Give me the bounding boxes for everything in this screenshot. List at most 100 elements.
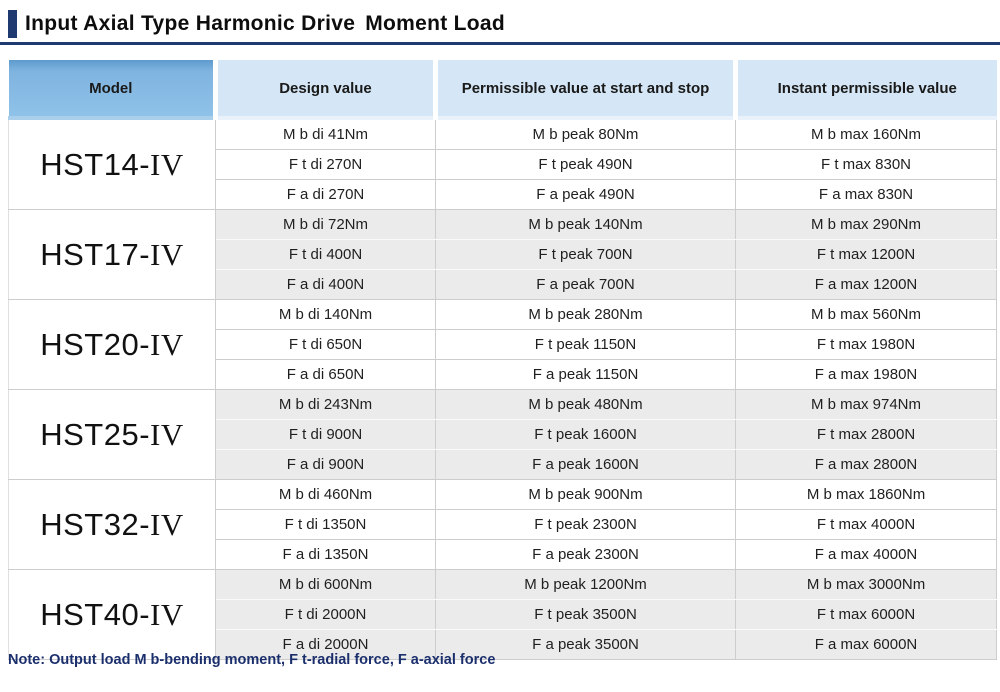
model-prefix: HST32- bbox=[40, 506, 151, 542]
spec-value-cell: F a peak 1600N bbox=[435, 449, 736, 480]
table-row: F t di 900N F t peak 1600N F t max 2800N bbox=[9, 419, 997, 450]
spec-value-cell: F a peak 490N bbox=[435, 179, 736, 210]
table-row: HST32-IV M b di 460Nm M b peak 900Nm M b… bbox=[8, 479, 997, 570]
model-numeral: IV bbox=[150, 236, 184, 272]
page-title: Input Axial Type Harmonic Drive Moment Lo… bbox=[25, 12, 505, 36]
column-header-model: Model bbox=[8, 60, 216, 120]
table-row: F t di 400N F t peak 700N F t max 1200N bbox=[9, 239, 997, 270]
spec-value-cell: F a max 2800N bbox=[735, 449, 997, 480]
spec-value-cell: F t di 400N bbox=[215, 239, 436, 270]
model-prefix: HST14- bbox=[40, 146, 151, 182]
spec-value-cell: M b max 3000Nm bbox=[735, 569, 997, 600]
page-title-part1: Input Axial Type Harmonic Drive bbox=[25, 12, 356, 35]
title-underline: Input Axial Type Harmonic Drive Moment Lo… bbox=[0, 10, 1000, 45]
model-numeral: IV bbox=[150, 326, 184, 362]
spec-value-cell: F a di 270N bbox=[215, 179, 436, 210]
model-numeral: IV bbox=[150, 416, 184, 452]
model-cell-hst14: HST14-IV bbox=[8, 118, 216, 210]
model-numeral: IV bbox=[150, 596, 184, 632]
table-row: HST14-IV M b di 41Nm M b peak 80Nm M b m… bbox=[8, 118, 997, 210]
spec-value-cell: M b di 140Nm bbox=[215, 299, 436, 330]
spec-value-cell: M b max 974Nm bbox=[735, 389, 997, 420]
model-prefix: HST40- bbox=[40, 596, 151, 632]
spec-value-cell: F t max 6000N bbox=[735, 599, 997, 630]
spec-value-cell: M b peak 140Nm bbox=[435, 209, 736, 240]
table-row: F a di 270N F a peak 490N F a max 830N bbox=[9, 179, 997, 210]
spec-value-cell: F a di 650N bbox=[215, 359, 436, 390]
spec-value-cell: F t max 4000N bbox=[735, 509, 997, 540]
table-row: F a di 2000N F a peak 3500N F a max 6000… bbox=[9, 629, 997, 660]
spec-value-cell: F t peak 490N bbox=[435, 149, 736, 180]
model-cell-hst40: HST40-IV bbox=[8, 569, 216, 660]
table-row: F a di 650N F a peak 1150N F a max 1980N bbox=[9, 359, 997, 390]
column-header-permissible-value: Permissible value at start and stop bbox=[433, 60, 736, 120]
spec-value-cell: F a peak 1150N bbox=[435, 359, 736, 390]
model-numeral: IV bbox=[150, 506, 184, 542]
page-title-part2: Moment Load bbox=[365, 12, 506, 35]
header-row: Model Design value Permissible value at … bbox=[8, 60, 997, 120]
table-row: F t di 1350N F t peak 2300N F t max 4000… bbox=[9, 509, 997, 540]
table-row: F a di 900N F a peak 1600N F a max 2800N bbox=[9, 449, 997, 480]
spec-value-cell: F t peak 3500N bbox=[435, 599, 736, 630]
model-cell-hst17: HST17-IV bbox=[8, 209, 216, 300]
spec-value-cell: M b di 460Nm bbox=[215, 479, 436, 510]
spec-value-cell: F a max 4000N bbox=[735, 539, 997, 570]
spec-value-cell: M b max 560Nm bbox=[735, 299, 997, 330]
spec-value-cell: F a di 900N bbox=[215, 449, 436, 480]
column-header-instant-value: Instant permissible value bbox=[733, 60, 997, 120]
page-title-row: Input Axial Type Harmonic Drive Moment Lo… bbox=[8, 10, 1000, 38]
spec-value-cell: F t di 270N bbox=[215, 149, 436, 180]
table-row: F t di 2000N F t peak 3500N F t max 6000… bbox=[9, 599, 997, 630]
spec-value-cell: F t di 2000N bbox=[215, 599, 436, 630]
spec-value-cell: F a di 400N bbox=[215, 269, 436, 300]
spec-value-cell: F t peak 700N bbox=[435, 239, 736, 270]
spec-value-cell: F a max 830N bbox=[735, 179, 997, 210]
spec-table: Model Design value Permissible value at … bbox=[8, 60, 997, 660]
model-cell-hst32: HST32-IV bbox=[8, 479, 216, 570]
spec-value-cell: M b di 72Nm bbox=[215, 209, 436, 240]
spec-value-cell: F t peak 1600N bbox=[435, 419, 736, 450]
spec-value-cell: F a peak 700N bbox=[435, 269, 736, 300]
spec-value-cell: F a max 1200N bbox=[735, 269, 997, 300]
spec-value-cell: F a di 1350N bbox=[215, 539, 436, 570]
spec-value-cell: M b max 1860Nm bbox=[735, 479, 997, 510]
spec-value-cell: M b di 600Nm bbox=[215, 569, 436, 600]
spec-value-cell: M b peak 480Nm bbox=[435, 389, 736, 420]
model-prefix: HST17- bbox=[40, 236, 151, 272]
table-row: F t di 650N F t peak 1150N F t max 1980N bbox=[9, 329, 997, 360]
spec-value-cell: M b peak 280Nm bbox=[435, 299, 736, 330]
spec-value-cell: F a max 1980N bbox=[735, 359, 997, 390]
model-prefix: HST25- bbox=[40, 416, 151, 452]
spec-value-cell: M b peak 80Nm bbox=[435, 118, 736, 150]
table-row: F a di 1350N F a peak 2300N F a max 4000… bbox=[9, 539, 997, 570]
spec-value-cell: M b peak 1200Nm bbox=[435, 569, 736, 600]
table-row: HST40-IV M b di 600Nm M b peak 1200Nm M … bbox=[8, 569, 997, 660]
spec-value-cell: F t max 2800N bbox=[735, 419, 997, 450]
spec-value-cell: F a peak 3500N bbox=[435, 629, 736, 660]
spec-value-cell: F t max 1980N bbox=[735, 329, 997, 360]
table-row: F a di 400N F a peak 700N F a max 1200N bbox=[9, 269, 997, 300]
spec-value-cell: F a di 2000N bbox=[215, 629, 436, 660]
spec-value-cell: M b max 290Nm bbox=[735, 209, 997, 240]
table-row: HST25-IV M b di 243Nm M b peak 480Nm M b… bbox=[8, 389, 997, 480]
table-row: F t di 270N F t peak 490N F t max 830N bbox=[9, 149, 997, 180]
model-cell-hst25: HST25-IV bbox=[8, 389, 216, 480]
model-numeral: IV bbox=[150, 146, 184, 182]
table-row: HST17-IV M b di 72Nm M b peak 140Nm M b … bbox=[8, 209, 997, 300]
spec-value-cell: F t di 1350N bbox=[215, 509, 436, 540]
column-header-design-value: Design value bbox=[213, 60, 436, 120]
spec-value-cell: F t peak 1150N bbox=[435, 329, 736, 360]
title-accent-bar bbox=[8, 10, 17, 38]
footnote: Note: Output load M b-bending moment, F … bbox=[8, 652, 496, 668]
spec-value-cell: M b max 160Nm bbox=[735, 118, 997, 150]
model-prefix: HST20- bbox=[40, 326, 151, 362]
spec-value-cell: M b peak 900Nm bbox=[435, 479, 736, 510]
spec-value-cell: F t max 830N bbox=[735, 149, 997, 180]
spec-value-cell: F a peak 2300N bbox=[435, 539, 736, 570]
spec-value-cell: F a max 6000N bbox=[735, 629, 997, 660]
spec-value-cell: M b di 41Nm bbox=[215, 118, 436, 150]
spec-value-cell: M b di 243Nm bbox=[215, 389, 436, 420]
spec-value-cell: F t di 650N bbox=[215, 329, 436, 360]
spec-value-cell: F t max 1200N bbox=[735, 239, 997, 270]
